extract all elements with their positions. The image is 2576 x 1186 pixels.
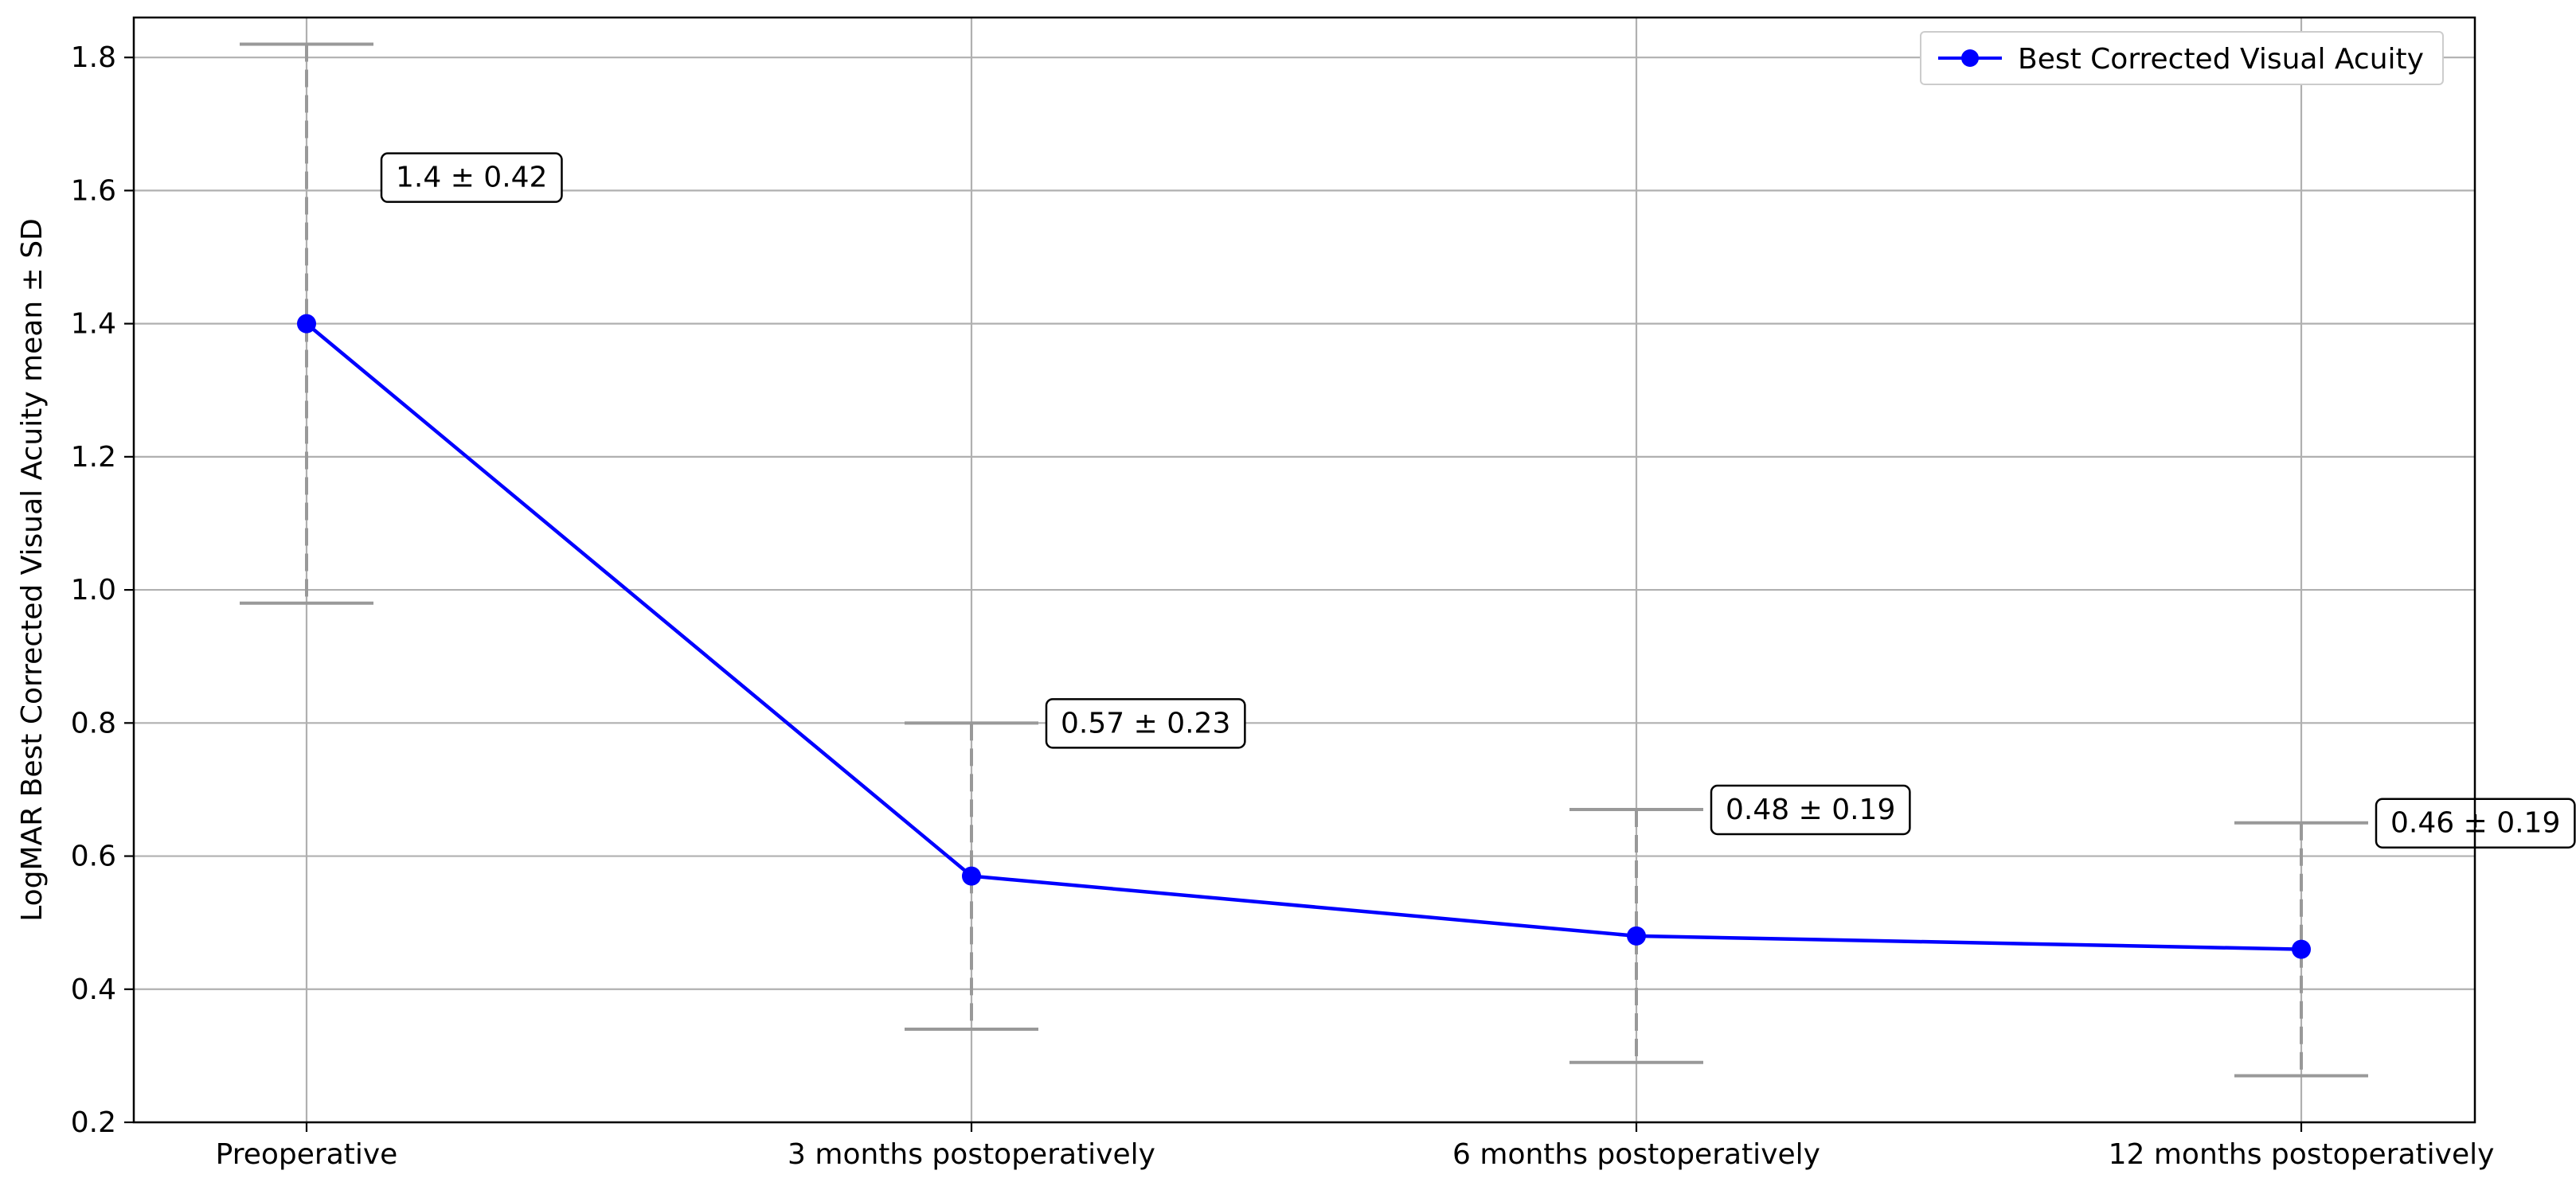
legend-box xyxy=(1920,31,2444,85)
series-layer xyxy=(297,314,2311,959)
annotation-text: 0.57 ± 0.23 xyxy=(1061,707,1230,739)
tick-layer: 0.2 0.4 0.6 0.8 1.0 1.2 1.4 1.6 1.8 Preoperative 3… xyxy=(71,41,2495,1171)
annotation-box xyxy=(1710,784,1911,836)
annotation-box xyxy=(1045,698,1246,749)
annotation: 0.57 ± 0.23 xyxy=(1045,698,1246,749)
annotation-text: 1.4 ± 0.42 xyxy=(396,162,547,194)
y-tick-label: 1.8 xyxy=(71,41,116,74)
errorbar-layer xyxy=(240,42,2368,1078)
annotation-layer: 1.4 ± 0.420.57 ± 0.230.48 ± 0.19 0.46 ± 0… xyxy=(380,152,2576,849)
data-point xyxy=(1627,926,1646,946)
x-tick-label: 6 months postoperatively xyxy=(1452,1138,1820,1171)
data-point xyxy=(962,866,981,886)
x-tick-label: 12 months postoperatively xyxy=(2109,1138,2495,1171)
annotation: 1.4 ± 0.42 xyxy=(380,152,563,203)
y-tick-label: 1.4 xyxy=(71,308,116,341)
legend-marker xyxy=(1961,49,1979,67)
y-tick-label: 0.2 xyxy=(71,1106,116,1139)
data-point xyxy=(297,314,316,334)
y-tick-label: 0.4 xyxy=(71,973,116,1006)
y-tick-label: 1.0 xyxy=(71,574,116,607)
annotation: 0.48 ± 0.19 xyxy=(1710,784,1911,836)
data-point xyxy=(2292,939,2311,959)
y-tick-label: 1.2 xyxy=(71,441,116,474)
y-axis-label: LogMAR Best Corrected Visual Acuity mean… xyxy=(16,218,49,922)
x-tick-label: Preoperative xyxy=(216,1138,398,1171)
series-line xyxy=(305,322,2302,951)
plot-frame xyxy=(132,16,2476,1124)
legend: Best Corrected Visual Acuity xyxy=(1920,31,2444,85)
y-tick-label: 0.8 xyxy=(71,707,116,739)
y-tick-label: 0.6 xyxy=(71,841,116,873)
x-tick-label: 3 months postoperatively xyxy=(788,1138,1155,1171)
annotation-text: 0.48 ± 0.19 xyxy=(1726,794,1895,826)
y-tick-label: 1.6 xyxy=(71,174,116,207)
legend-label: Best Corrected Visual Acuity xyxy=(2018,43,2424,76)
annotation-box xyxy=(380,152,563,203)
